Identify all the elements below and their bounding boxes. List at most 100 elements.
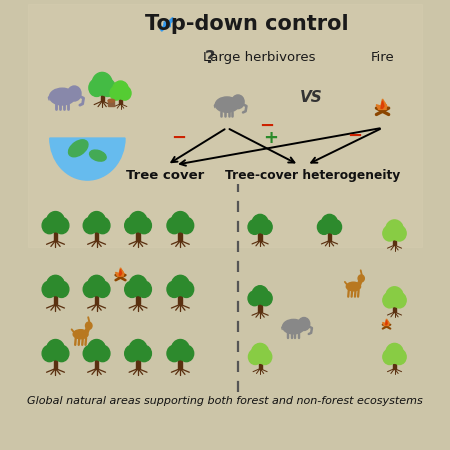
Ellipse shape	[301, 320, 306, 326]
Ellipse shape	[235, 98, 239, 104]
Circle shape	[383, 292, 396, 308]
Circle shape	[42, 281, 57, 297]
Circle shape	[167, 281, 182, 297]
Circle shape	[42, 217, 57, 234]
Circle shape	[137, 281, 151, 297]
Bar	[136, 229, 140, 241]
Circle shape	[125, 217, 140, 234]
Circle shape	[54, 217, 69, 234]
Bar	[258, 301, 262, 312]
Circle shape	[46, 212, 64, 232]
Circle shape	[328, 220, 342, 234]
Circle shape	[179, 281, 194, 297]
Polygon shape	[381, 101, 384, 108]
Circle shape	[54, 281, 69, 297]
Circle shape	[232, 95, 244, 108]
Circle shape	[392, 292, 406, 308]
Circle shape	[258, 349, 272, 364]
Bar	[179, 292, 182, 304]
FancyBboxPatch shape	[164, 22, 170, 27]
Circle shape	[167, 217, 182, 234]
Text: +: +	[263, 129, 279, 147]
Bar	[393, 360, 396, 369]
Polygon shape	[119, 269, 122, 275]
Text: Tree cover: Tree cover	[126, 169, 204, 181]
Ellipse shape	[346, 282, 360, 291]
Circle shape	[129, 212, 147, 232]
Circle shape	[100, 79, 116, 96]
Polygon shape	[382, 319, 389, 325]
Bar	[393, 303, 396, 312]
Circle shape	[129, 339, 147, 360]
Bar	[168, 18, 174, 23]
Text: Large herbivores: Large herbivores	[202, 51, 315, 64]
Circle shape	[95, 345, 110, 362]
Ellipse shape	[283, 320, 305, 334]
Circle shape	[46, 275, 64, 296]
Circle shape	[321, 214, 338, 233]
Text: ?: ?	[205, 49, 215, 67]
Circle shape	[248, 349, 262, 364]
Text: Tree-cover heterogeneity: Tree-cover heterogeneity	[225, 169, 400, 181]
Circle shape	[86, 322, 92, 329]
Bar	[179, 356, 182, 369]
Circle shape	[88, 212, 106, 232]
Bar	[258, 230, 262, 241]
Circle shape	[89, 79, 104, 96]
Circle shape	[171, 275, 189, 296]
Circle shape	[252, 214, 268, 233]
Circle shape	[248, 220, 261, 234]
Polygon shape	[116, 268, 124, 276]
Bar	[54, 229, 57, 241]
Bar	[54, 292, 57, 304]
Circle shape	[179, 345, 194, 362]
Ellipse shape	[68, 140, 88, 157]
Bar	[27, 4, 423, 248]
Bar	[94, 229, 99, 241]
Circle shape	[88, 339, 106, 360]
Text: −: −	[171, 129, 187, 147]
Circle shape	[259, 220, 272, 234]
Circle shape	[125, 281, 140, 297]
Circle shape	[46, 339, 64, 360]
Circle shape	[83, 217, 98, 234]
Bar	[100, 91, 104, 101]
Polygon shape	[376, 99, 387, 109]
Ellipse shape	[71, 89, 76, 96]
Circle shape	[95, 217, 110, 234]
Circle shape	[386, 287, 403, 306]
Circle shape	[259, 291, 272, 306]
Circle shape	[386, 220, 403, 240]
Text: −: −	[259, 117, 274, 135]
Bar	[94, 356, 99, 369]
Bar	[259, 360, 261, 369]
Wedge shape	[50, 138, 125, 180]
Bar	[119, 95, 122, 104]
Circle shape	[298, 318, 310, 330]
Ellipse shape	[90, 150, 106, 161]
Circle shape	[110, 86, 122, 100]
Bar	[94, 292, 99, 304]
Circle shape	[251, 343, 269, 363]
Circle shape	[386, 343, 403, 363]
Circle shape	[125, 345, 140, 362]
Circle shape	[112, 81, 129, 99]
Circle shape	[171, 212, 189, 232]
Circle shape	[358, 275, 365, 282]
Ellipse shape	[50, 88, 75, 105]
Bar	[393, 236, 396, 245]
Circle shape	[392, 226, 406, 241]
Bar	[54, 356, 57, 369]
Circle shape	[83, 345, 98, 362]
Circle shape	[179, 217, 194, 234]
Text: VS: VS	[299, 90, 322, 105]
Bar	[164, 21, 171, 28]
Circle shape	[383, 226, 396, 241]
Circle shape	[171, 339, 189, 360]
Ellipse shape	[73, 330, 88, 339]
Text: −: −	[347, 127, 362, 145]
Polygon shape	[386, 320, 387, 325]
Circle shape	[42, 345, 57, 362]
Circle shape	[392, 349, 406, 364]
Text: Global natural areas supporting both forest and non-forest ecosystems: Global natural areas supporting both for…	[27, 396, 423, 406]
